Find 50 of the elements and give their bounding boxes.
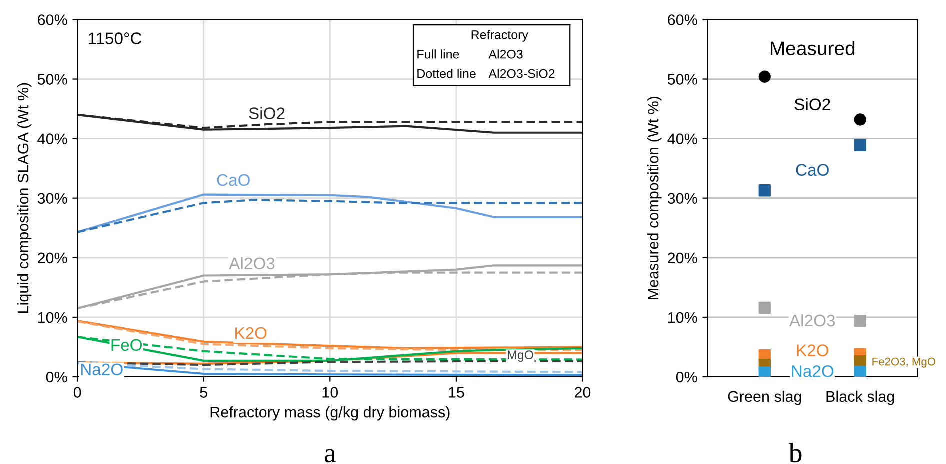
text: b: [788, 443, 802, 463]
x-axis-title: Refractory mass (g/kg dry biomass): [210, 406, 450, 421]
series-label: CaO: [796, 164, 829, 176]
series-label: CaO: [217, 174, 250, 186]
x-tick-label: 15: [449, 387, 464, 398]
y-tick-label: 60%: [668, 14, 698, 26]
point: [758, 184, 771, 197]
y-tick-label: 0%: [46, 372, 68, 383]
series-label: Fe2O3, MgO: [872, 358, 936, 368]
y-tick-label: 40%: [668, 134, 698, 144]
y-tick-label: 30%: [38, 193, 68, 204]
y-tick-label: 50%: [38, 74, 68, 85]
y-axis-title: Measured composition (Wt %): [648, 96, 662, 300]
y-tick-label: 30%: [668, 193, 698, 204]
series-label: FeO: [112, 339, 142, 352]
y-tick-label: 60%: [38, 14, 68, 26]
series-label: SiO2: [249, 107, 285, 120]
x-tick-label: 10: [322, 387, 338, 398]
point: [758, 366, 771, 377]
point: [758, 302, 771, 314]
x-tick-label: 20: [575, 387, 591, 398]
series-label: Na2O: [81, 364, 123, 376]
series-label: K2O: [236, 327, 267, 340]
y-tick-label: 20%: [38, 252, 68, 264]
y-axis-title: Liquid composition SLAGA (Wt %): [17, 83, 32, 314]
text: a: [324, 449, 336, 463]
point: [854, 139, 866, 152]
point: [854, 314, 866, 328]
y-tick-label: 10%: [668, 312, 698, 324]
y-tick-label: 10%: [38, 312, 68, 324]
y-tick-label: 40%: [38, 134, 68, 144]
point: [758, 70, 771, 83]
series-label: MgO: [508, 350, 534, 362]
point: [854, 366, 866, 377]
point: [854, 114, 866, 126]
x-tick-label: 5: [200, 387, 208, 398]
series-label: K2O: [797, 344, 828, 356]
y-tick-label: 50%: [668, 74, 698, 85]
x-tick-label: Black slag: [826, 390, 894, 406]
x-tick-label: 0: [74, 387, 82, 398]
line-series: [78, 362, 583, 374]
y-tick-label: 0%: [676, 372, 698, 383]
annotation: 1150°C: [88, 32, 142, 44]
x-tick-label: Green slag: [728, 390, 802, 406]
annotation: Measured: [770, 41, 855, 56]
y-tick-label: 20%: [668, 252, 698, 264]
series-label: Al2O3: [229, 257, 275, 270]
series-label: Na2O: [792, 366, 834, 378]
series-label: Al2O3: [789, 314, 836, 327]
series-label: SiO2: [794, 98, 830, 111]
